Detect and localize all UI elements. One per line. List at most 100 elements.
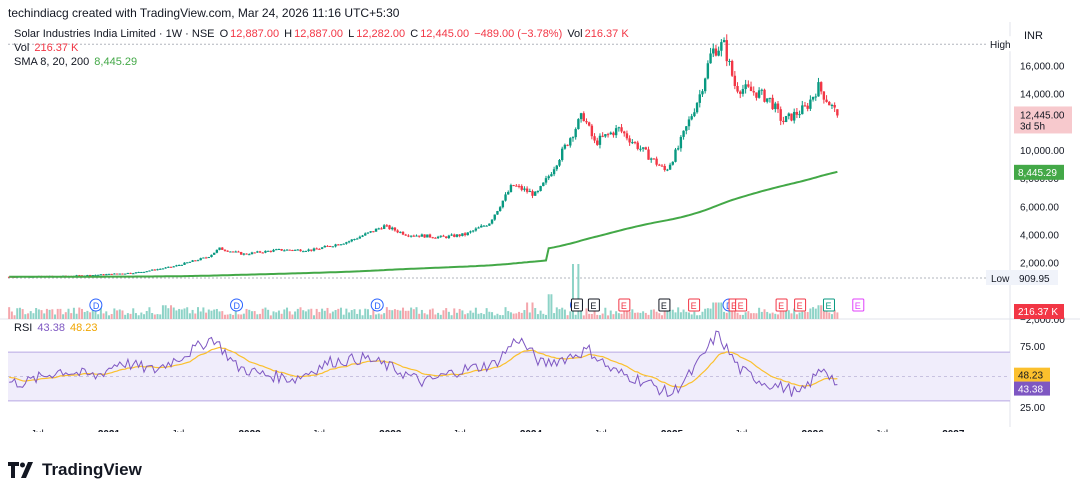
volume-bar xyxy=(758,307,761,319)
candle-body xyxy=(819,82,823,92)
candle-body xyxy=(620,127,623,132)
candle-body xyxy=(587,122,591,126)
candle-body xyxy=(407,235,410,237)
candle-body xyxy=(466,232,469,236)
volume-bar xyxy=(318,311,321,319)
candle-body xyxy=(552,169,556,175)
volume-bar xyxy=(520,312,523,319)
volume-bar xyxy=(32,313,35,319)
price-tick-label: 14,000.00 xyxy=(1020,90,1065,101)
candle-body xyxy=(469,231,472,233)
candles xyxy=(7,34,839,278)
candle-body xyxy=(377,228,380,230)
candle-body xyxy=(161,268,165,270)
close-label: C xyxy=(410,28,419,40)
brand-name: TradingView xyxy=(42,460,142,479)
volume-bar xyxy=(690,314,693,319)
candle-body xyxy=(771,97,774,110)
volume-bar xyxy=(326,307,329,319)
candle-body xyxy=(113,273,116,275)
candle-body xyxy=(687,119,691,127)
candle-body xyxy=(126,272,130,274)
volume-bar xyxy=(534,308,537,319)
candle-body xyxy=(461,233,464,236)
candle-body xyxy=(442,235,445,237)
volume-bar xyxy=(617,313,620,319)
x-tick-label: 2021 xyxy=(98,429,121,432)
volume-bar xyxy=(412,309,415,319)
volume-bar xyxy=(383,313,386,319)
volume-bar xyxy=(226,314,229,319)
volume-bar xyxy=(307,309,310,319)
volume-bar xyxy=(64,312,67,319)
candle-body xyxy=(528,191,532,193)
volume-bar xyxy=(536,314,539,319)
candle-body xyxy=(315,248,318,250)
volume-bar xyxy=(661,315,664,319)
volume-bar xyxy=(375,314,378,319)
price-chart[interactable]: −2,000.002,000.004,000.006,000.008,000.0… xyxy=(0,22,1080,432)
candle-body xyxy=(498,207,502,212)
volume-label-bg xyxy=(1014,304,1064,319)
candle-body xyxy=(167,266,170,268)
volume-bar xyxy=(547,294,550,319)
candle-body xyxy=(145,271,148,273)
volume-bar xyxy=(717,302,720,319)
volume-bar xyxy=(447,311,450,319)
candle-body xyxy=(121,273,124,275)
volume-bar xyxy=(213,309,216,319)
volume-bar xyxy=(56,308,59,319)
upcoming-earnings-label: E xyxy=(855,301,861,311)
tradingview-logo[interactable]: TradingView xyxy=(8,460,142,480)
volume-bar xyxy=(223,314,226,319)
volume-bar xyxy=(485,308,488,319)
volume-bar xyxy=(27,313,30,319)
volume-bar xyxy=(167,308,170,319)
candle-body xyxy=(204,257,208,259)
candle-body xyxy=(283,250,286,252)
volume-bar xyxy=(329,313,332,319)
candle-body xyxy=(169,266,173,268)
close-value: 12,445.00 xyxy=(420,28,470,40)
rsi-line xyxy=(9,330,838,398)
candle-body xyxy=(795,111,799,115)
candle-body xyxy=(830,104,834,106)
candle-body xyxy=(194,260,197,262)
volume-bar xyxy=(345,308,348,319)
volume-bar xyxy=(623,307,626,319)
candle-body xyxy=(596,140,599,145)
volume-bar xyxy=(563,309,566,319)
candle-body xyxy=(374,228,378,232)
volume-bar xyxy=(687,312,690,319)
candle-body xyxy=(755,92,758,98)
volume-bar xyxy=(628,311,631,319)
candle-body xyxy=(275,249,278,251)
candle-body xyxy=(391,227,394,230)
volume-bar xyxy=(323,310,326,319)
volume-bar xyxy=(803,311,806,319)
volume-bar xyxy=(172,307,175,319)
volume-bar xyxy=(132,308,135,319)
volume-bar xyxy=(10,311,13,319)
volume-bar xyxy=(229,313,232,319)
volume-bar xyxy=(196,307,199,319)
candle-body xyxy=(237,251,240,253)
volume-bar xyxy=(288,311,291,319)
dividend-marker-label: D xyxy=(93,301,100,311)
volume-bar xyxy=(515,313,518,319)
candle-body xyxy=(612,132,615,136)
volume-bar xyxy=(741,314,744,319)
change-value: −489.00 (−3.78%) xyxy=(474,28,563,40)
earnings-marker-label: E xyxy=(573,301,579,311)
volume-bar xyxy=(725,312,728,319)
candle-body xyxy=(671,161,674,165)
candle-body xyxy=(768,97,772,99)
candle-body xyxy=(107,273,111,275)
candle-body xyxy=(102,274,105,276)
volume-bar xyxy=(275,312,278,319)
candle-body xyxy=(757,90,761,98)
volume-bar xyxy=(706,308,709,319)
candle-body xyxy=(399,231,402,233)
candle-body xyxy=(747,84,750,87)
volume-bar xyxy=(97,314,100,319)
